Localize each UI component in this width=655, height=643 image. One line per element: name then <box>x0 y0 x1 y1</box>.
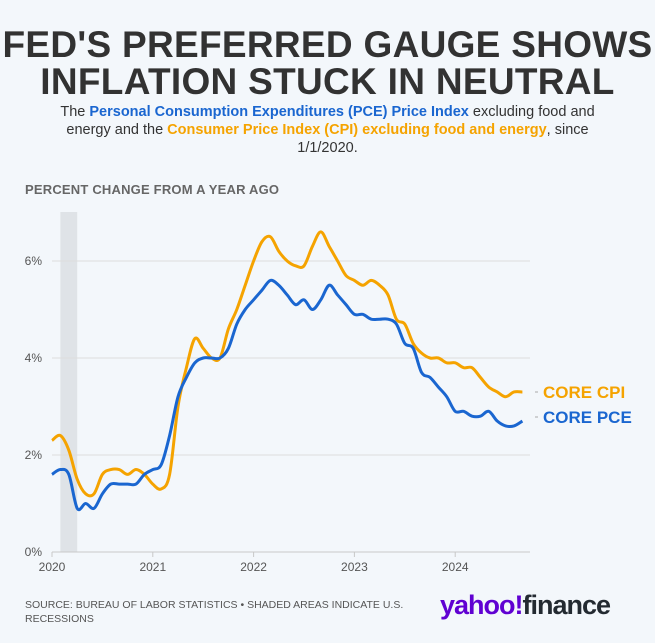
line-chart: 0% 2% 4% 6% 2020 2021 2022 2023 2024 CORE CPI CORE… <box>25 212 632 574</box>
subtitle-text: The <box>60 104 90 120</box>
chart-title: FED'S PREFERRED GAUGE SHOWS INFLATION ST… <box>2 24 653 102</box>
chart-subtitle: The Personal Consumption Expenditures (P… <box>40 103 615 157</box>
y-tick-label: 6% <box>25 254 43 268</box>
cpi-highlight: Consumer Price Index (CPI) excluding foo… <box>167 122 547 138</box>
y-tick-label: 2% <box>25 448 43 462</box>
source-note: SOURCE: BUREAU OF LABOR STATISTICS • SHA… <box>25 599 404 625</box>
logo-yahoo: yahoo! <box>440 590 524 620</box>
x-tick-label: 2020 <box>39 560 66 574</box>
x-tick-label: 2023 <box>341 560 368 574</box>
subtitle-text: , since 1/1/2020. <box>297 122 589 156</box>
series-label: CORE PCE <box>543 408 632 427</box>
y-tick-label: 4% <box>25 351 43 365</box>
pce-highlight: Personal Consumption Expenditures (PCE) … <box>89 104 469 120</box>
subtitle-text: excluding food and energy and the <box>66 104 595 138</box>
series-label: CORE CPI <box>543 383 625 402</box>
yahoo-finance-logo: yahoo!finance <box>440 590 612 621</box>
x-tick-label: 2022 <box>240 560 267 574</box>
x-tick-label: 2021 <box>139 560 166 574</box>
series-line-core-cpi <box>51 230 523 498</box>
y-axis-label: PERCENT CHANGE FROM A YEAR AGO <box>25 182 280 197</box>
y-tick-label: 0% <box>25 545 43 559</box>
series-line-core-pce <box>51 278 524 512</box>
x-tick-label: 2024 <box>442 560 469 574</box>
logo-finance: finance <box>522 590 612 620</box>
